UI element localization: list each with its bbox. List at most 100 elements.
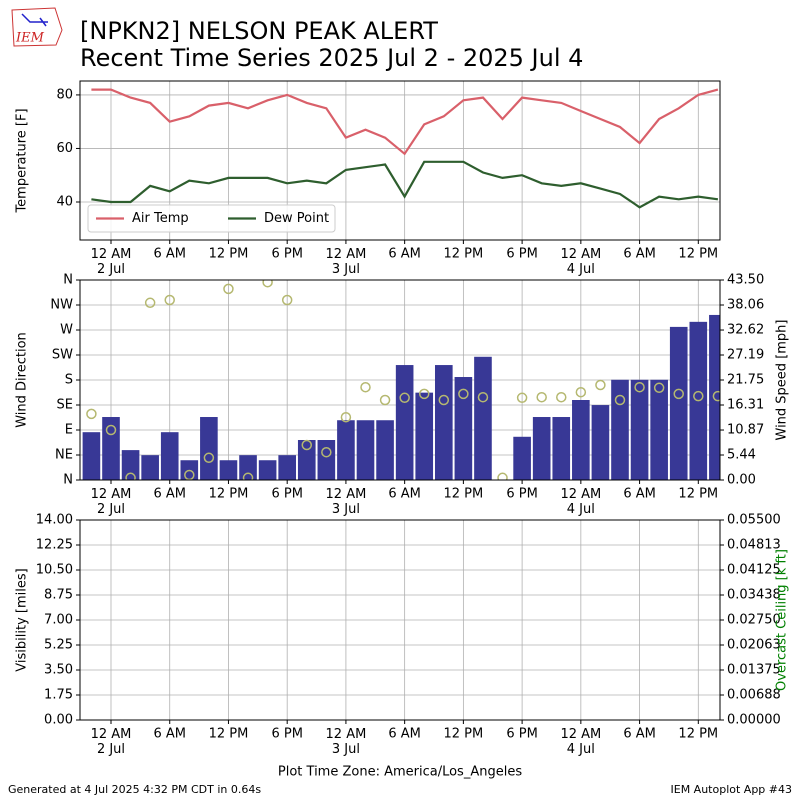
line-series: [91, 160, 719, 209]
x-tick-label: 12 AM 2 Jul: [91, 487, 132, 517]
legend-label: Dew Point: [264, 211, 329, 226]
logo-text: IEM: [15, 31, 45, 46]
wind-speed-bar: [278, 455, 296, 480]
y2-tick-label: 0.00000: [727, 713, 781, 728]
wind-direction-point: [673, 388, 684, 400]
x-tick-label: 6 AM: [153, 727, 186, 742]
wind-direction-point: [575, 386, 587, 398]
x-tick-label: 12 PM: [209, 247, 249, 262]
footer-left: Generated at 4 Jul 2025 4:32 PM CDT in 0…: [8, 783, 261, 796]
wind-speed-bar: [552, 417, 571, 480]
x-tick-label: 6 PM: [506, 247, 537, 262]
plot-frame: [79, 519, 721, 721]
y-tick-label: 12.25: [36, 538, 73, 553]
wind-speed-bar: [709, 314, 720, 480]
label-line: 12 AM: [326, 247, 367, 262]
plot-area: [82, 280, 720, 480]
x-tick-label: 6 AM: [153, 247, 186, 262]
y2-tick-label: 0.04813: [727, 538, 781, 553]
y-tick-label: 60: [56, 141, 73, 156]
wind-direction-point: [634, 381, 645, 393]
wind-speed-bar: [630, 379, 649, 480]
wind-speed-bar: [650, 379, 668, 480]
label-line: 12 AM: [560, 487, 601, 502]
y2-tick-label: 0.01375: [727, 663, 781, 678]
x-tick-label: 12 AM 4 Jul: [560, 727, 601, 757]
wind-speed-bar: [376, 420, 394, 480]
wind-direction-point: [614, 394, 626, 406]
x-tick-label: 6 PM: [271, 727, 302, 742]
x-tick-label: 6 AM: [388, 247, 421, 262]
wind-speed-bar: [434, 365, 453, 480]
wind-direction-point: [144, 297, 156, 309]
x-tick-label: 12 AM 3 Jul: [326, 727, 367, 757]
x-tick-label: 12 AM 3 Jul: [326, 487, 367, 517]
wind-direction-point: [438, 394, 450, 406]
label-line: 12 AM: [91, 727, 132, 742]
wind-speed-bar: [356, 420, 375, 480]
y2-axis-label: Wind Speed [mph]: [775, 320, 790, 441]
y2-tick-label: 43.50: [727, 273, 764, 288]
wind-speed-bar: [258, 460, 277, 480]
wind-direction-point: [321, 446, 332, 458]
wind-speed-bar: [297, 440, 316, 480]
label-line: 4 Jul: [567, 742, 595, 757]
wind-direction-point: [399, 392, 410, 404]
x-tick-label: 6 AM: [623, 247, 656, 262]
y2-axis-label: Overcast Ceiling [k ft]: [775, 549, 790, 691]
wind-speed-bar: [513, 436, 531, 480]
subtitle: Recent Time Series 2025 Jul 2 - 2025 Jul…: [80, 44, 583, 72]
x-tick-label: 12 AM 3 Jul: [326, 247, 367, 277]
wind-direction-point: [164, 294, 175, 306]
y-tick-label: 14.00: [36, 513, 73, 528]
x-tick-label: 6 PM: [271, 487, 302, 502]
y2-tick-label: 0.03438: [727, 588, 781, 603]
y-tick-label: NW: [50, 298, 73, 313]
wind-direction-point: [223, 283, 234, 295]
wind-speed-bar: [219, 460, 238, 480]
y2-tick-label: 0.00688: [727, 688, 781, 703]
y2-tick-label: 16.31: [727, 398, 764, 413]
y-tick-label: N: [63, 273, 73, 288]
wind-speed-bar: [532, 417, 551, 480]
footer-right: IEM Autoplot App #43: [671, 783, 793, 796]
wind-direction-point: [693, 390, 704, 402]
plot-frame: [79, 279, 721, 481]
label-line: 2 Jul: [97, 262, 125, 277]
wind-direction-point: [418, 388, 430, 400]
wind-speed-bar: [415, 392, 434, 480]
wind-direction-point: [536, 391, 547, 403]
y-tick-label: 10.50: [36, 563, 73, 578]
wind-direction-point: [340, 411, 352, 423]
label-line: 12 AM: [326, 487, 367, 502]
label-line: 12 AM: [560, 247, 601, 262]
wind-direction-point: [458, 388, 469, 400]
line-series: [91, 88, 719, 156]
x-tick-label: 6 AM: [153, 487, 186, 502]
y-tick-label: 3.50: [44, 663, 73, 678]
title: [NPKN2] NELSON PEAK ALERT: [80, 17, 438, 45]
y-tick-label: 80: [56, 87, 73, 102]
y2-tick-label: 0.00: [727, 473, 756, 488]
x-tick-label: 6 PM: [506, 727, 537, 742]
y-tick-label: 1.75: [44, 688, 73, 703]
x-tick-label: 6 AM: [623, 487, 656, 502]
logo-lines: [21, 13, 48, 27]
y2-tick-label: 27.19: [727, 347, 764, 362]
wind-direction-point: [262, 280, 273, 288]
x-tick-label: 6 AM: [623, 727, 656, 742]
wind-direction-point: [105, 424, 117, 436]
label-line: 2 Jul: [97, 502, 125, 517]
y-tick-label: NE: [55, 448, 73, 463]
wind-direction-point: [360, 381, 371, 393]
legend-label: Air Temp: [132, 211, 189, 226]
panel: 12 AM 2 Jul 6 AM 12 PM 6 PM 12 AM 3 Jul 6 AM 12 …: [15, 80, 721, 277]
label-line: 2 Jul: [97, 742, 125, 757]
label-line: 12 AM: [91, 487, 132, 502]
wind-direction-point: [653, 382, 665, 394]
wind-direction-point: [86, 408, 97, 420]
wind-speed-bar: [611, 379, 629, 480]
y-tick-label: E: [65, 423, 73, 438]
